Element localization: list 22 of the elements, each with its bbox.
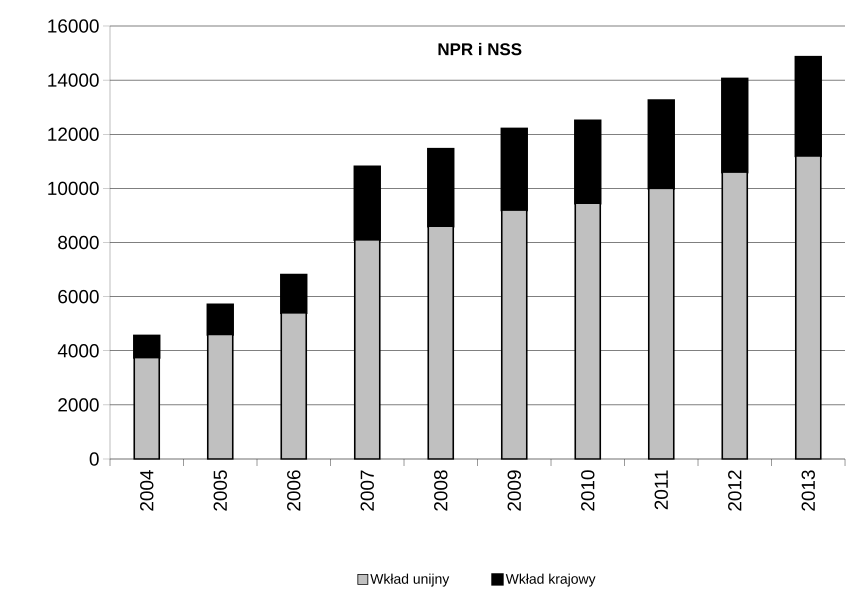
x-tick-label: 2011	[654, 470, 668, 510]
y-tick-label: 16000	[48, 19, 99, 33]
x-tick-label: 2007	[360, 470, 374, 511]
text: NPR i NSS	[438, 42, 522, 56]
x-tick-label: 2005	[214, 470, 227, 511]
y-tick-label: 0	[90, 452, 99, 466]
x-tick-label: 2012	[728, 470, 742, 511]
legend-label: Wkład krajowy	[506, 574, 596, 587]
y-tick-label: 10000	[48, 182, 99, 196]
x-tick-label: 2004	[140, 470, 154, 511]
y-tick-label: 12000	[48, 128, 99, 141]
x-tick-label: 2010	[581, 470, 594, 511]
y-tick-label: 2000	[58, 398, 99, 412]
x-tick-label: 2013	[802, 470, 815, 511]
legend-label: Wkład unijny	[370, 574, 450, 587]
x-tick-label: 2006	[287, 470, 300, 511]
y-tick-label: 4000	[58, 344, 99, 358]
x-tick-label: 2009	[508, 470, 521, 511]
y-tick-label: 6000	[58, 290, 99, 304]
x-tick-label: 2008	[434, 470, 448, 511]
y-tick-label: 14000	[48, 73, 99, 87]
y-tick-label: 8000	[58, 236, 99, 250]
